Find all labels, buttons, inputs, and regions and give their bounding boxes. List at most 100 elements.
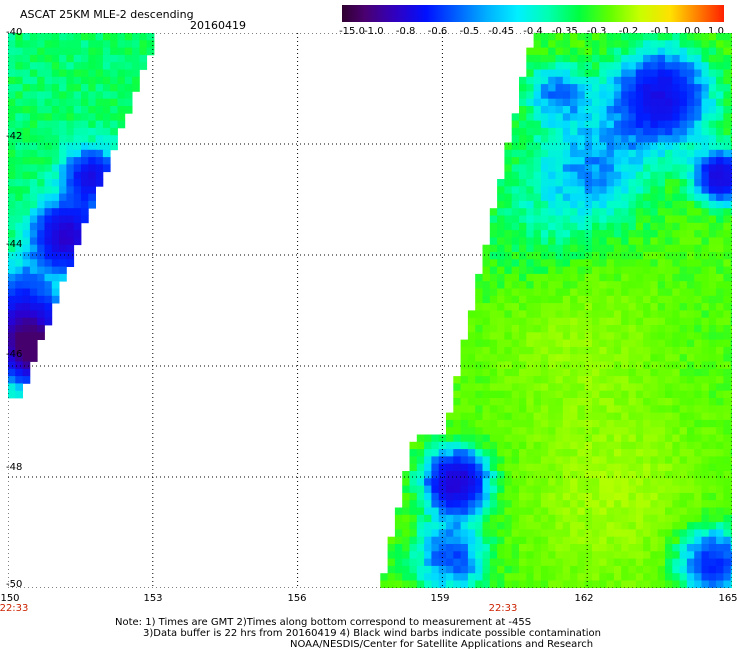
wind-cell bbox=[621, 368, 629, 377]
wind-cell bbox=[467, 544, 476, 552]
wind-cell bbox=[570, 398, 578, 406]
wind-cell bbox=[592, 368, 600, 377]
wind-cell bbox=[22, 179, 31, 187]
wind-cell bbox=[548, 310, 556, 319]
wind-cell bbox=[701, 346, 710, 355]
wind-cell bbox=[701, 441, 710, 450]
wind-cell bbox=[467, 346, 476, 355]
wind-cell bbox=[643, 62, 651, 70]
wind-cell bbox=[708, 179, 717, 187]
wind-cell bbox=[672, 62, 680, 70]
note-line-2: 3)Data buffer is 22 hrs from 20160419 4)… bbox=[143, 628, 601, 639]
wind-cell bbox=[424, 441, 432, 450]
wind-cell bbox=[621, 565, 629, 574]
wind-cell bbox=[73, 91, 82, 100]
wind-cell bbox=[716, 47, 724, 56]
wind-cell bbox=[489, 230, 498, 238]
wind-cell bbox=[628, 54, 637, 63]
wind-cell bbox=[511, 434, 520, 443]
wind-cell bbox=[548, 390, 556, 399]
wind-cell bbox=[453, 463, 461, 472]
wind-cell bbox=[592, 507, 600, 516]
wind-cell bbox=[577, 164, 586, 173]
wind-cell bbox=[599, 135, 607, 143]
wind-cell bbox=[497, 368, 505, 377]
wind-cell bbox=[723, 244, 732, 253]
wind-cell bbox=[584, 405, 593, 413]
wind-cell bbox=[635, 142, 644, 151]
wind-cell bbox=[570, 383, 578, 392]
wind-cell bbox=[650, 215, 659, 224]
wind-cell bbox=[497, 259, 505, 267]
wind-cell bbox=[643, 573, 651, 581]
wind-cell bbox=[88, 47, 96, 56]
wind-cell bbox=[599, 106, 607, 114]
wind-cell bbox=[643, 339, 651, 348]
wind-cell bbox=[540, 471, 549, 479]
wind-cell bbox=[533, 230, 542, 238]
wind-cell bbox=[730, 208, 732, 216]
wind-cell bbox=[730, 500, 732, 508]
wind-cell bbox=[504, 463, 513, 472]
wind-cell bbox=[519, 244, 527, 253]
wind-cell bbox=[665, 398, 673, 406]
wind-cell bbox=[657, 500, 666, 508]
wind-cell bbox=[679, 544, 688, 552]
wind-cell bbox=[665, 354, 673, 362]
wind-cell bbox=[679, 208, 688, 216]
wind-cell bbox=[540, 40, 549, 48]
wind-cell bbox=[686, 544, 695, 552]
colorbar-gradient bbox=[342, 5, 724, 22]
wind-cell bbox=[657, 47, 666, 56]
wind-cell bbox=[599, 419, 607, 428]
y-tick-46: -46 bbox=[6, 349, 23, 360]
wind-cell bbox=[29, 186, 38, 194]
wind-cell bbox=[650, 507, 659, 516]
wind-cell bbox=[394, 551, 403, 559]
wind-cell bbox=[548, 230, 556, 238]
wind-cell bbox=[548, 398, 556, 406]
wind-cell bbox=[8, 98, 16, 107]
wind-cell bbox=[635, 157, 644, 165]
wind-cell bbox=[562, 259, 571, 267]
wind-cell bbox=[511, 230, 520, 238]
wind-cell bbox=[592, 405, 600, 413]
wind-cell bbox=[679, 485, 688, 494]
wind-cell bbox=[679, 273, 688, 282]
wind-cell bbox=[606, 252, 615, 260]
wind-cell bbox=[577, 186, 586, 194]
wind-cell bbox=[489, 434, 498, 443]
wind-cell bbox=[679, 47, 688, 56]
wind-cell bbox=[716, 463, 724, 472]
wind-cell bbox=[686, 171, 695, 180]
wind-cell bbox=[657, 551, 666, 559]
wind-cell bbox=[657, 558, 666, 567]
wind-cell bbox=[570, 441, 578, 450]
pass-time-right: 22:33 bbox=[488, 603, 518, 614]
wind-cell bbox=[621, 259, 629, 267]
wind-cell bbox=[533, 580, 542, 588]
wind-cell bbox=[635, 69, 644, 78]
wind-cell bbox=[701, 536, 710, 545]
wind-cell bbox=[679, 127, 688, 136]
wind-cell bbox=[66, 215, 75, 224]
wind-cell bbox=[526, 536, 534, 545]
wind-cell bbox=[526, 142, 534, 151]
wind-cell bbox=[599, 346, 607, 355]
wind-cell bbox=[672, 244, 680, 253]
wind-cell bbox=[628, 478, 637, 486]
wind-cell bbox=[628, 434, 637, 443]
wind-cell bbox=[686, 127, 695, 136]
wind-cell bbox=[29, 69, 38, 78]
wind-cell bbox=[533, 281, 542, 289]
wind-cell bbox=[66, 259, 75, 267]
wind-cell bbox=[665, 208, 673, 216]
wind-cell bbox=[716, 332, 724, 340]
wind-cell bbox=[592, 471, 600, 479]
wind-cell bbox=[584, 310, 593, 319]
wind-cell bbox=[643, 120, 651, 129]
wind-cell bbox=[621, 303, 629, 311]
wind-cell bbox=[511, 514, 520, 523]
wind-cell bbox=[708, 325, 717, 333]
wind-cell bbox=[511, 332, 520, 340]
